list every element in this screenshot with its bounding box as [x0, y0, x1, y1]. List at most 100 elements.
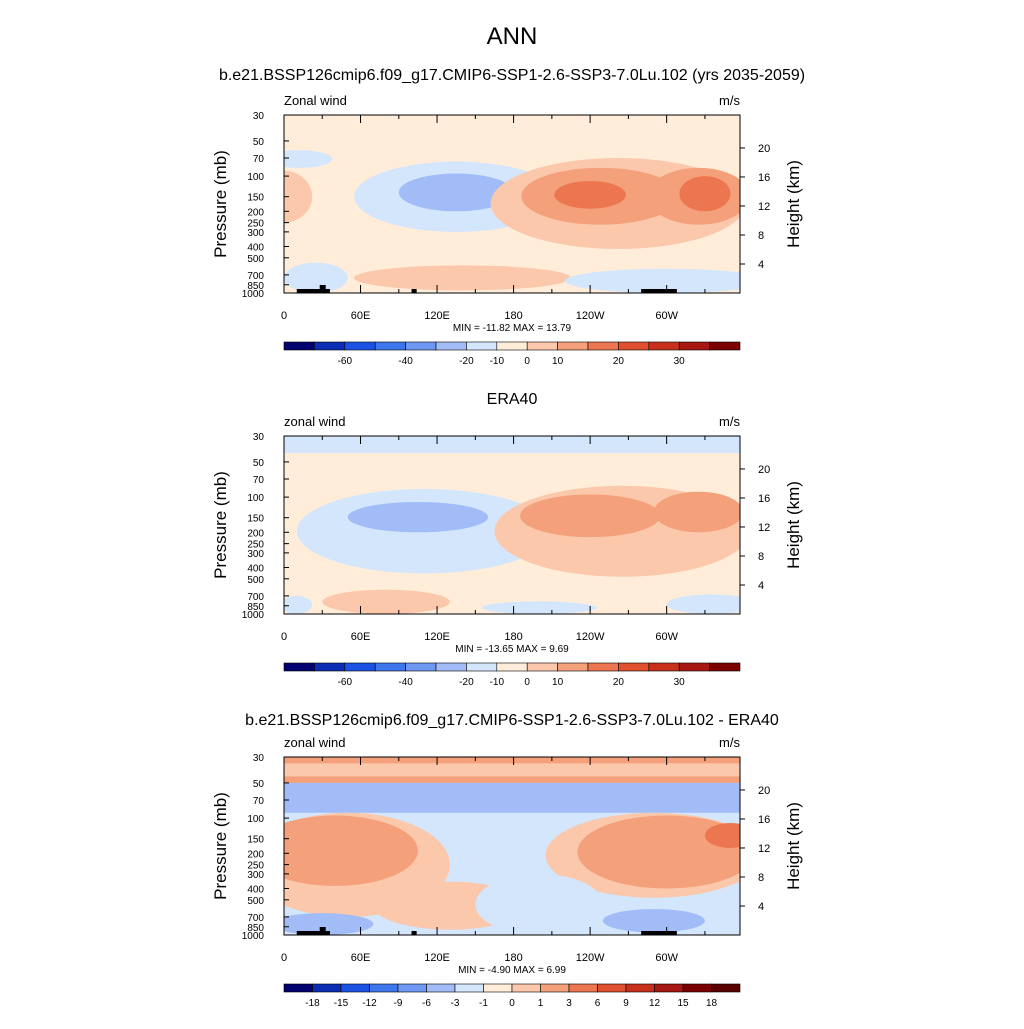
field-blob [602, 909, 705, 933]
colorbar-swatch [283, 341, 315, 351]
x-tick-label: 0 [281, 952, 287, 964]
y2-tick-label: 12 [758, 522, 770, 534]
plot-frame [283, 435, 741, 615]
y-tick-label: 250 [247, 219, 264, 230]
colorbar-swatch [374, 662, 406, 672]
colorbar-label: 30 [674, 677, 686, 688]
field-band [284, 436, 740, 454]
y2-tick-label: 4 [758, 901, 764, 913]
x-tick-label: 0 [281, 631, 287, 643]
y2-axis-title: Height (km) [784, 481, 803, 569]
field-band [284, 763, 740, 777]
colorbar-label: -3 [451, 998, 460, 1009]
colorbar-label: 9 [623, 998, 629, 1009]
y2-tick-label: 12 [758, 201, 770, 213]
y-tick-label: 50 [253, 137, 265, 148]
y2-tick-label: 8 [758, 872, 764, 884]
colorbar-label: 20 [613, 677, 625, 688]
colorbar-swatch [597, 983, 627, 993]
y-tick-label: 100 [247, 814, 264, 825]
colorbar-label: -20 [459, 677, 474, 688]
y-tick-label: 30 [253, 753, 265, 764]
y-tick-label: 400 [247, 242, 264, 253]
contour-field [284, 115, 740, 293]
x-tick-label: 60E [351, 631, 371, 643]
colorbar-label: -40 [398, 356, 413, 367]
y-tick-label: 400 [247, 884, 264, 895]
x-tick-label: 0 [281, 310, 287, 322]
y-tick-label: 1000 [242, 289, 265, 300]
colorbar-label: 10 [552, 677, 564, 688]
contour-field [284, 436, 740, 614]
field-blob [322, 589, 450, 614]
colorbar-swatch [312, 983, 342, 993]
plot-frame [283, 114, 741, 294]
colorbar-swatch [340, 983, 370, 993]
field-blob [564, 268, 740, 293]
y-tick-label: 70 [253, 796, 265, 807]
y-tick-label: 700 [247, 271, 264, 282]
y-tick-label: 400 [247, 563, 264, 574]
colorbar-swatch [496, 662, 528, 672]
colorbar-swatch [587, 662, 619, 672]
y-tick-label: 100 [247, 493, 264, 504]
colorbar-label: -40 [398, 677, 413, 688]
colorbar-label: 0 [509, 998, 515, 1009]
y-tick-label: 1000 [242, 931, 265, 942]
x-tick-label: 60E [351, 952, 371, 964]
topography [411, 289, 417, 293]
y-tick-label: 30 [253, 432, 265, 443]
panel-title: ERA40 [487, 391, 538, 408]
field-blob [679, 176, 731, 212]
colorbar-swatch [511, 983, 541, 993]
colorbar-swatch [466, 341, 498, 351]
colorbar-swatch [709, 662, 741, 672]
y-tick-label: 150 [247, 835, 264, 846]
colorbar-swatch [540, 983, 570, 993]
x-tick-label: 120W [576, 952, 605, 964]
colorbar-label: 1 [538, 998, 544, 1009]
colorbar-swatch [314, 662, 346, 672]
field-blob [653, 491, 740, 533]
colorbar-swatch [496, 341, 528, 351]
y2-tick-label: 16 [758, 172, 770, 184]
y-tick-label: 500 [247, 575, 264, 586]
topography [296, 289, 330, 293]
colorbar-swatch [557, 662, 589, 672]
colorbar-label: 12 [649, 998, 661, 1009]
units-label: m/s [719, 735, 740, 750]
field-blob [481, 601, 597, 614]
colorbar-label: -6 [422, 998, 431, 1009]
variable-label: zonal wind [284, 735, 345, 750]
topography [641, 931, 677, 935]
colorbar-label: 0 [524, 356, 530, 367]
y2-tick-label: 4 [758, 580, 764, 592]
colorbar-swatch [466, 662, 498, 672]
x-tick-label: 120E [424, 952, 450, 964]
variable-label: Zonal wind [284, 93, 347, 108]
y2-tick-label: 4 [758, 259, 764, 271]
panel-title: b.e21.BSSP126cmip6.f09_g17.CMIP6-SSP1-2.… [219, 67, 805, 84]
field-blob [666, 594, 740, 614]
topography [641, 289, 677, 293]
field-blob [284, 150, 333, 168]
y-tick-label: 200 [247, 849, 264, 860]
x-tick-label: 180 [504, 310, 522, 322]
colorbar-swatch [526, 341, 558, 351]
y-tick-label: 700 [247, 913, 264, 924]
x-tick-label: 60W [655, 631, 678, 643]
topography [296, 931, 330, 935]
colorbar-swatch [648, 341, 680, 351]
colorbar-label: 3 [566, 998, 572, 1009]
colorbar-swatch [435, 662, 467, 672]
colorbar-swatch [405, 662, 437, 672]
y2-tick-label: 8 [758, 230, 764, 242]
chart-panel-3: b.e21.BSSP126cmip6.f09_g17.CMIP6-SSP1-2.… [211, 712, 803, 1009]
chart-panel-1: b.e21.BSSP126cmip6.f09_g17.CMIP6-SSP1-2.… [211, 67, 805, 367]
colorbar-label: -10 [490, 356, 505, 367]
y-tick-label: 30 [253, 111, 265, 122]
colorbar-swatch [557, 341, 589, 351]
